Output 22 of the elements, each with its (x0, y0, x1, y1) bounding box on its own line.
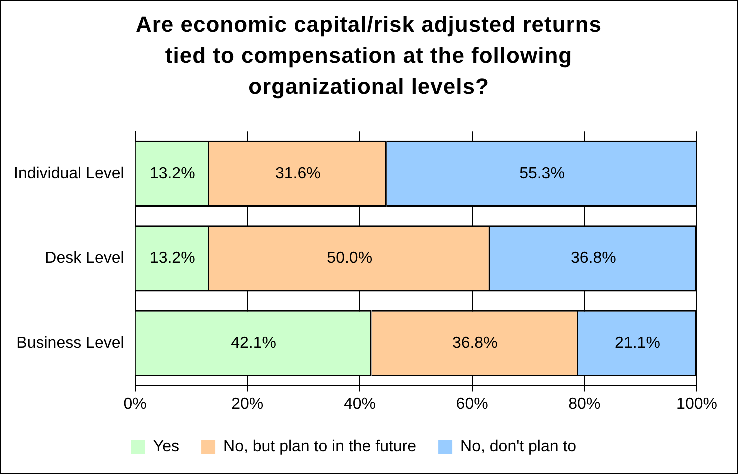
x-tick-label: 20% (232, 396, 264, 413)
data-label: 21.1% (615, 334, 660, 352)
x-tick-label: 100% (676, 396, 718, 413)
y-tick-label: Desk Level (45, 250, 124, 268)
x-tick-label: 60% (456, 396, 488, 413)
data-label: 36.8% (452, 334, 498, 352)
x-tick-label: 80% (568, 396, 601, 413)
data-label: 50.0% (327, 250, 373, 268)
data-label: 13.2% (150, 250, 196, 268)
x-tick-label: 0% (124, 396, 147, 413)
data-label: 36.8% (570, 250, 616, 268)
data-label: 13.2% (150, 165, 196, 182)
data-label: 55.3% (520, 165, 565, 182)
chart-title: Are economic capital/risk adjusted returns tied to compensation at the following organizational levels? (134, 11, 604, 101)
legend-label: No, but plan to in the future (224, 438, 417, 456)
legend-label: Yes (153, 438, 180, 456)
y-tick-label: Individual Level (14, 165, 124, 182)
y-tick-label: Business Level (16, 334, 124, 352)
x-tick-label: 40% (344, 396, 376, 413)
data-label: 42.1% (231, 334, 276, 352)
legend-label: No, don't plan to (460, 438, 577, 456)
data-label: 31.6% (276, 165, 321, 182)
